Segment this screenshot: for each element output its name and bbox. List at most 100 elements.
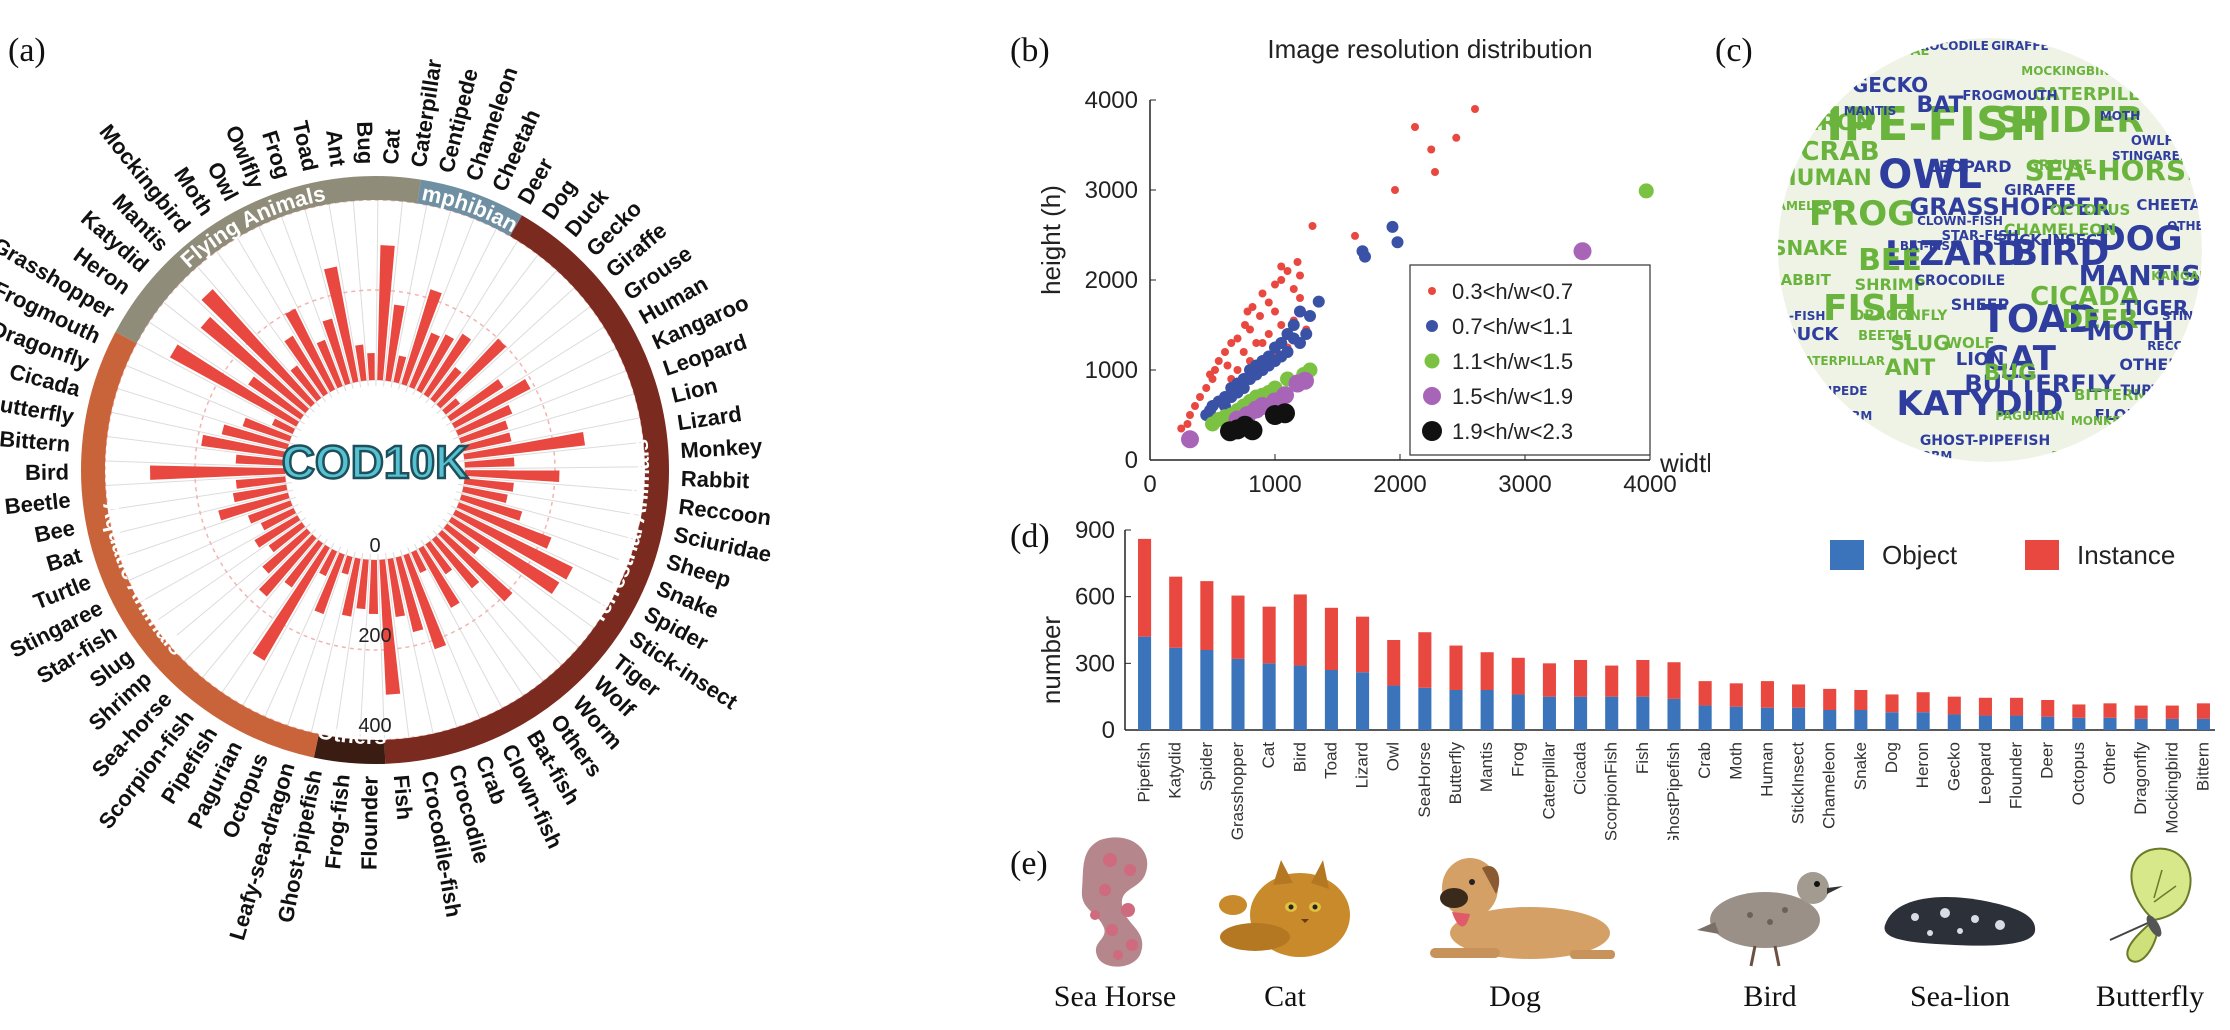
radial-grid-line [132, 340, 302, 432]
word-cloud-word: BEETLE [2145, 429, 2195, 443]
radial-bar [290, 365, 322, 402]
radial-bar [201, 289, 315, 407]
bar-object [1574, 696, 1588, 730]
word-cloud-word: SHEEP [1951, 295, 2010, 314]
scatter-point [1288, 374, 1307, 393]
radial-grid-line [181, 529, 317, 665]
category-label: Cat [378, 128, 405, 165]
bar-instance [1574, 660, 1588, 697]
radial-grid-line [240, 543, 335, 710]
radial-grid-line [176, 280, 315, 413]
word-cloud-word: MANTIS [2079, 259, 2202, 292]
category-label: Bittern [2193, 742, 2212, 791]
word-cloud-word: GROUSE [2027, 158, 2092, 174]
word-cloud-word: WORM [1908, 449, 1953, 463]
category-label: Beetle [3, 487, 71, 519]
word-cloud-word: SHRIMP [1855, 275, 1926, 294]
word-cloud-word: TURTLE [1785, 429, 1836, 443]
scatter-point [1277, 276, 1286, 284]
radial-bar [385, 304, 405, 382]
scatter-title: Image resolution distribution [1267, 34, 1592, 64]
category-label: Bittern [0, 426, 71, 457]
radial-grid-line [398, 206, 453, 390]
category-label: Toad [1321, 742, 1340, 779]
radial-bar [232, 484, 288, 503]
word-cloud-word: BUG [1984, 361, 2037, 386]
bar-object [1387, 685, 1401, 730]
radial-grid-line [455, 392, 639, 447]
cat-photo [1219, 860, 1350, 957]
category-label: Heron [1913, 742, 1932, 788]
legend-marker [1428, 287, 1436, 295]
category-label: Cat [1259, 742, 1278, 769]
radial-grid-line [234, 234, 333, 399]
radial-bar [459, 420, 509, 444]
scatter-point [1471, 105, 1479, 113]
radial-bar [443, 523, 480, 555]
stacked-bar-chart: 0 300 600 900 number Pipefish Katydid Spider Gra… [1036, 517, 2215, 840]
word-cloud-word: FROG [1809, 194, 1915, 234]
word-cloud-word: ANT [1885, 356, 1935, 381]
bar-instance [2134, 705, 2148, 719]
word-cloud-word: OWL [1878, 152, 1982, 198]
category-label: Mantis [1477, 742, 1496, 792]
bar-instance [1449, 645, 1463, 690]
legend-label: 0.7<h/w<1.1 [1452, 314, 1573, 339]
radial-grid-line [445, 324, 608, 426]
word-cloud-group: PIPE-FISHOWLSPIDERLIZARDFROGBIRDTOADCATF… [1778, 38, 2210, 463]
scatter-point [1191, 402, 1199, 410]
radial-grid-line [458, 441, 648, 462]
scatter-point [1271, 307, 1279, 316]
radial-bar [235, 476, 286, 489]
radial-grid-line [438, 524, 582, 651]
radial-grid-line [432, 530, 565, 669]
scatter-point [1289, 285, 1298, 293]
word-cloud-word: LEOPARD [1929, 157, 2012, 176]
word-cloud-word: PAGURIAN [1995, 409, 2065, 423]
scatter-point [1227, 339, 1236, 347]
radial-bar-chart: Flying AnimalsAmphibiansTerrestrial Anim… [0, 0, 774, 943]
word-cloud-word: RECCOON [2147, 339, 2210, 353]
legend-label: Object [1882, 540, 1958, 570]
radial-grid-line [309, 551, 356, 737]
word-cloud-word: CICADA [2030, 282, 2140, 312]
word-cloud-word: OTHER [2119, 355, 2180, 374]
radial-bar [387, 558, 405, 618]
radial-grid-line [160, 299, 310, 419]
radial-grid-line [124, 503, 299, 583]
category-label: Gecko [1944, 742, 1963, 791]
radial-tick-label: 200 [358, 625, 391, 647]
radial-grid-line [279, 212, 347, 392]
y-tick-label: 300 [1075, 650, 1115, 677]
radial-bar [254, 515, 301, 548]
bar-instance [1387, 640, 1401, 686]
radial-grid-line [441, 303, 594, 420]
word-cloud-word: SEA-HORSE [2025, 154, 2206, 187]
scatter-point [1351, 231, 1359, 240]
radial-bar [169, 344, 300, 427]
radial-bar [221, 424, 289, 450]
bar-object [2196, 718, 2210, 730]
word-cloud-word: SLUG [1890, 331, 1949, 355]
sea-lion-photo [1884, 896, 2036, 946]
legend-label: 1.5<h/w<1.9 [1452, 384, 1573, 409]
word-cloud-word: CROCODILE [1911, 39, 1989, 53]
photo-caption: Sea-lion [1910, 980, 2010, 1013]
example-photo-row: Sea Horse Cat Dog Bird [1040, 830, 2220, 1030]
radial-bar [448, 516, 560, 595]
radial-grid-line [213, 247, 327, 403]
radial-grid-line [164, 523, 311, 646]
word-cloud-word: CENTIPEDE [1793, 384, 1868, 398]
radial-bar [425, 541, 453, 575]
legend-label: 1.9<h/w<2.3 [1452, 419, 1573, 444]
bar-instance [1916, 692, 1930, 713]
bar-instance [1636, 660, 1650, 697]
word-cloud-word: CHAMELEON [2004, 220, 2116, 239]
radial-bar [341, 557, 361, 617]
scatter-point [1296, 271, 1304, 280]
radial-bar [451, 379, 531, 429]
panel-b-label: (b) [1010, 32, 1050, 69]
scatter-point [1214, 357, 1223, 365]
category-label: ScorpionFish [1602, 742, 1621, 840]
word-cloud-word: TURTLE [2120, 383, 2179, 399]
